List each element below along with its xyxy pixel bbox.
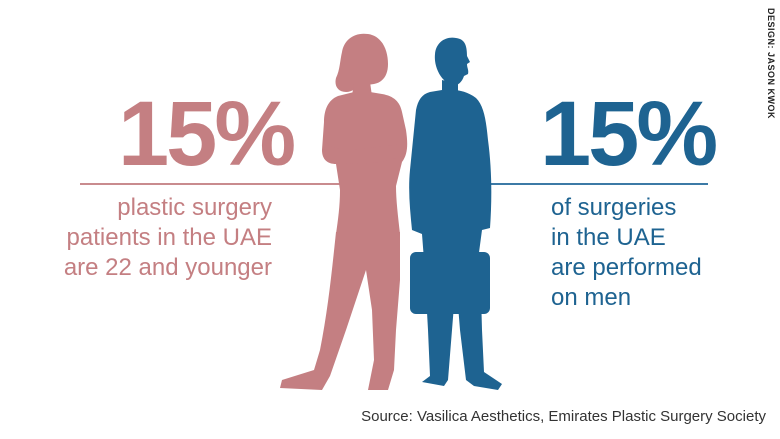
- right-percentage: 15%: [540, 83, 718, 185]
- right-description-line: are performed: [551, 254, 702, 281]
- left-divider: [80, 183, 342, 185]
- silhouettes: [280, 33, 502, 390]
- man-silhouette-icon: [409, 37, 502, 390]
- right-description-line: of surgeries: [551, 194, 677, 221]
- left-description-line: plastic surgery: [117, 194, 272, 221]
- source-note: Source: Vasilica Aesthetics, Emirates Pl…: [361, 408, 766, 425]
- right-description-line: in the UAE: [551, 224, 666, 251]
- left-description-line: are 22 and younger: [63, 254, 272, 281]
- left-description: plastic surgery patients in the UAE are …: [0, 193, 272, 283]
- right-description: of surgeries in the UAE are performed on…: [551, 193, 751, 313]
- right-divider: [456, 183, 708, 185]
- left-percentage: 15%: [118, 83, 296, 185]
- woman-silhouette-icon: [280, 33, 408, 390]
- design-credit: DESIGN: JASON KWOK: [766, 8, 776, 120]
- right-description-line: on men: [551, 284, 632, 311]
- left-description-line: patients in the UAE: [66, 224, 272, 251]
